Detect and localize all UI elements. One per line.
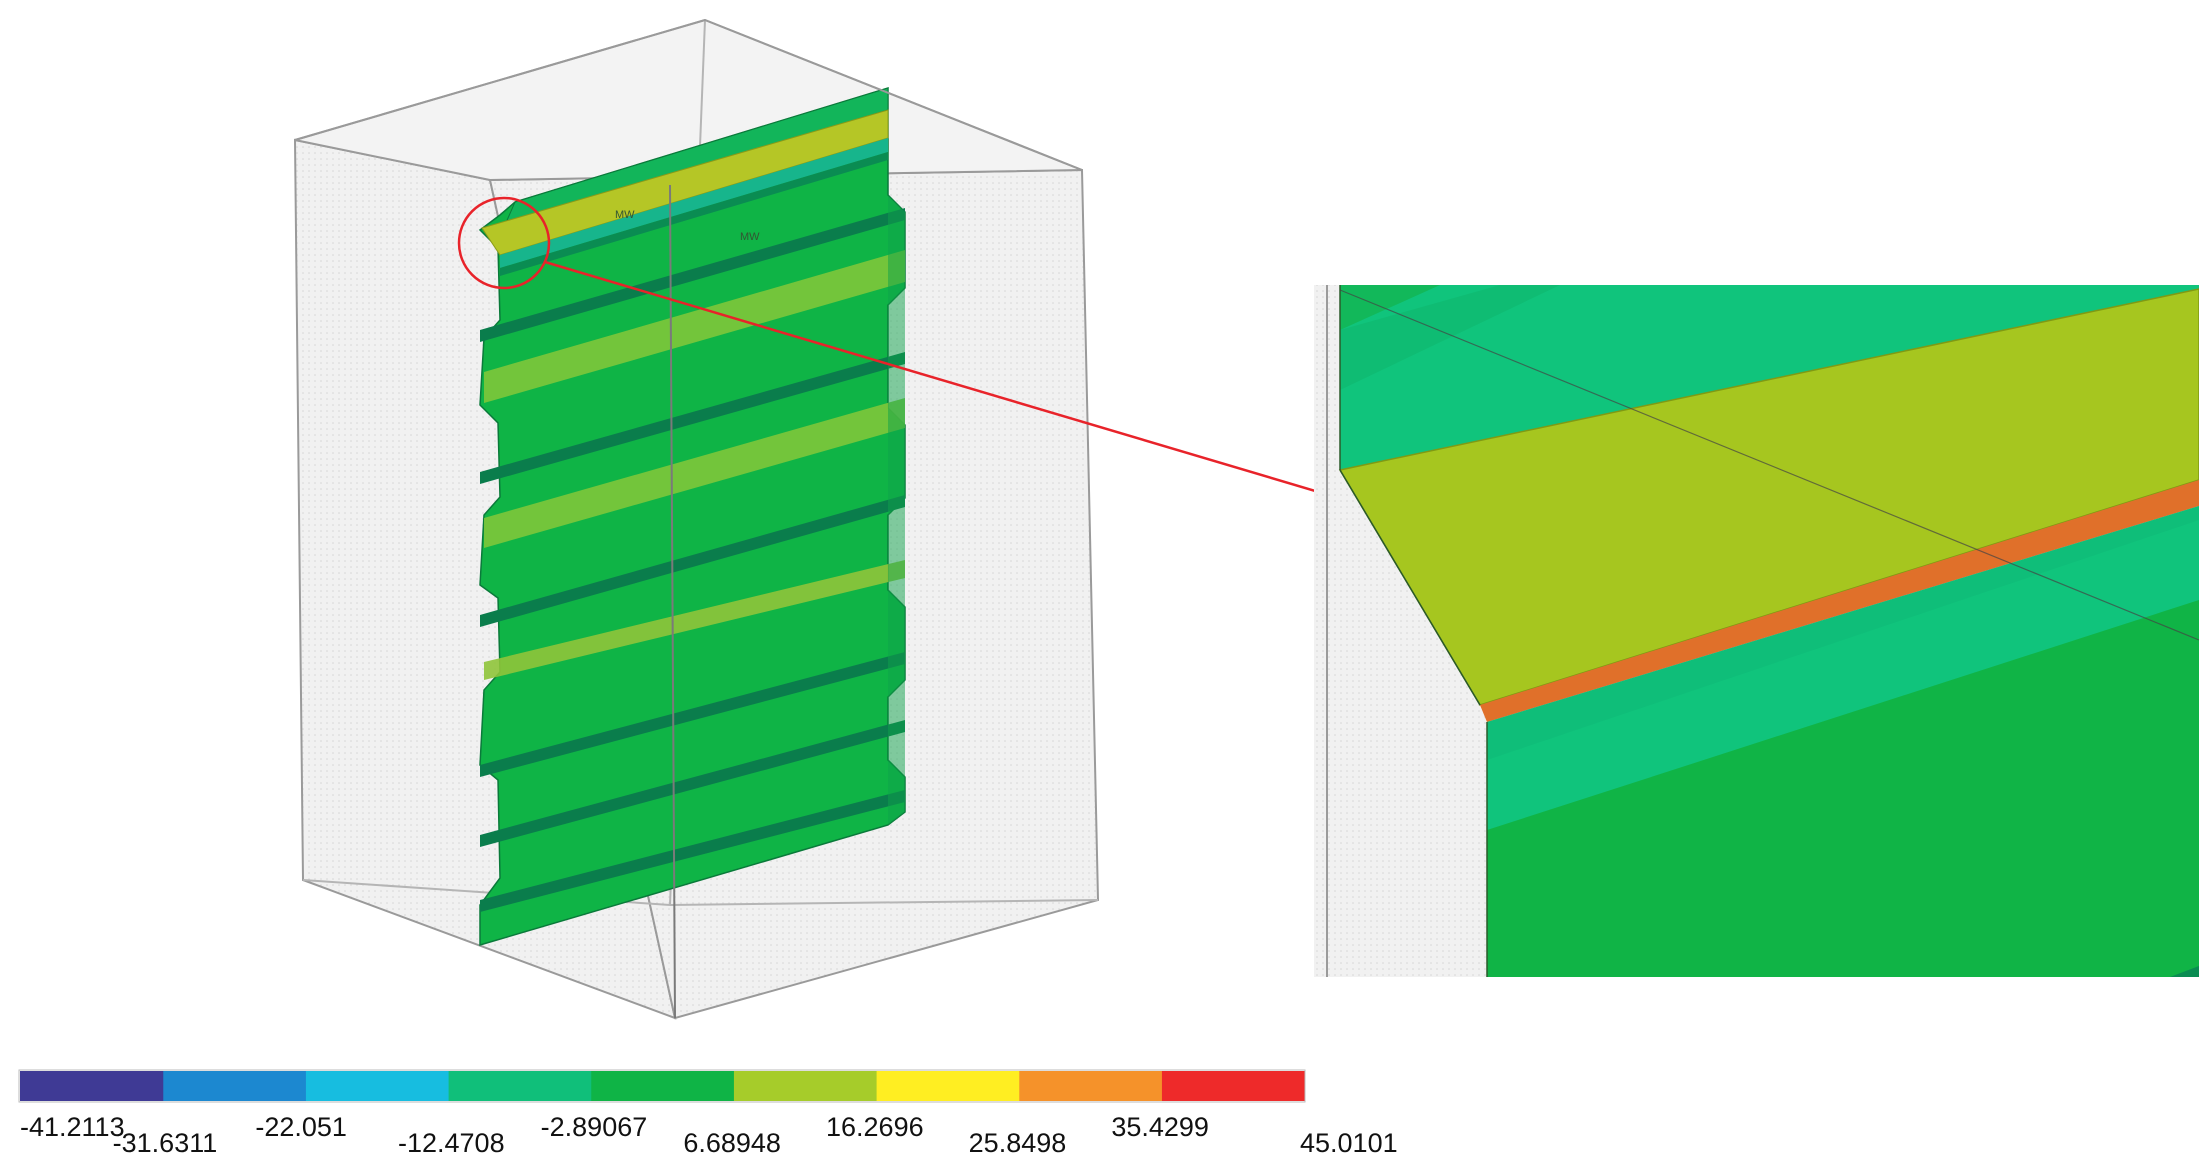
panel-top-strip-dark: [500, 152, 888, 276]
zoom-face-green-lower: [1487, 600, 2199, 977]
colorbar-swatch: [448, 1071, 592, 1101]
panel-rib-light: [484, 560, 905, 680]
zoom-face-teal-shade: [1340, 285, 1560, 390]
corrugated-panel: MW MW: [478, 86, 906, 947]
panel-mark: MW: [740, 231, 760, 243]
highlight-circle-icon: [457, 196, 551, 290]
colorbar-label: 25.8498: [968, 1128, 1067, 1158]
panel-rib-dark: [480, 652, 905, 777]
panel-rib-dark: [480, 352, 905, 484]
colorbar-swatch: [590, 1071, 734, 1101]
zoom-face-teal-upper: [1340, 285, 2199, 470]
zoom-detail-view: [1314, 285, 2199, 977]
colorbar-label: -41.2113: [20, 1112, 125, 1142]
panel-rib-dark: [480, 720, 905, 847]
zoom-edge-line: [1339, 469, 1481, 706]
panel-rib-light: [484, 250, 905, 403]
colorbar-label: -12.4708: [398, 1128, 505, 1158]
zoom-face-teal-lower-shade: [1487, 506, 2199, 760]
panel-right-edge: [888, 195, 905, 825]
colorbar-frame: [18, 1069, 1306, 1103]
colorbar-label: -31.6311: [112, 1128, 218, 1158]
colorbar-label: 6.68948: [683, 1128, 781, 1158]
colorbar-swatch: [305, 1071, 449, 1101]
box-top-edge: [704, 19, 1083, 171]
colorbar-swatch: [162, 1071, 306, 1101]
box-3d-model: MW MW: [293, 18, 1100, 1020]
colorbar-swatch: [1018, 1071, 1162, 1101]
zoom-box-hidden-edge: [1339, 289, 2199, 641]
panel-rib-dark: [480, 495, 905, 627]
zoom-face-green-top: [1340, 285, 1440, 330]
colorbar-label: 35.4299: [1111, 1112, 1209, 1142]
panel-mark: MW: [615, 209, 635, 221]
colorbar: [18, 1069, 1306, 1103]
panel-top-strip-teal: [500, 138, 888, 268]
colorbar-swatch: [876, 1071, 1020, 1101]
zoom-corner-dark: [2170, 966, 2199, 977]
colorbar-swatch: [733, 1071, 877, 1101]
panel-rib-dark: [480, 790, 905, 912]
colorbar-label: -22.051: [255, 1112, 347, 1142]
colorbar-swatch: [1161, 1071, 1305, 1101]
box-front-vertical-edge: [669, 184, 676, 1019]
colorbar-label: 16.2696: [826, 1112, 924, 1142]
zoom-strip-orange: [1480, 480, 2199, 722]
colorbar-label: -2.89067: [540, 1112, 648, 1142]
box-hidden-edge: [669, 899, 1099, 906]
colorbar-swatch: [20, 1071, 164, 1101]
box-top-edge: [294, 19, 706, 141]
panel-rib-light: [484, 398, 905, 548]
colorbar-label: 45.0101: [1300, 1128, 1398, 1158]
panel-rib-dark: [480, 208, 905, 342]
